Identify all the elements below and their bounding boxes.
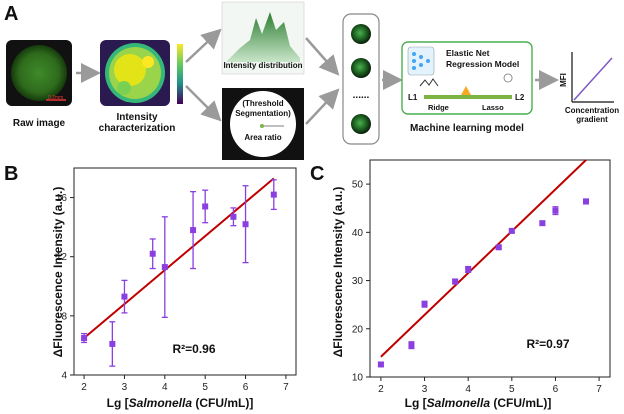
panel-b-label: B xyxy=(4,163,18,185)
chart-c-ytick-label-1: 20 xyxy=(352,324,364,335)
chart-b-r2-annotation: R²=0.96 xyxy=(172,342,215,356)
chart-c: 2 3 4 5 6 7 10 20 30 40 50 R²=0.97 xyxy=(352,159,611,395)
panel-a-label: A xyxy=(4,3,18,25)
chart-c-ytick-label-2: 30 xyxy=(352,276,364,287)
chart-c-point-2 xyxy=(421,301,428,308)
intensity-distribution-caption: Intensity distribution xyxy=(223,61,302,70)
sample-well-column xyxy=(342,13,380,145)
conc-label-1: Concentration xyxy=(565,106,619,115)
chart-c-point-5 xyxy=(495,244,502,251)
chart-c-xtick-label-3: 5 xyxy=(509,384,515,395)
well-ellipsis: ...... xyxy=(353,90,370,101)
chart-c-point-0 xyxy=(377,361,384,368)
colorbar xyxy=(177,44,183,104)
l2-label: L2 xyxy=(515,93,525,102)
chart-b-xlabel: Lg [Salmonella (CFU/mL)] xyxy=(107,396,254,410)
intensity-map-image xyxy=(100,40,170,106)
mfi-label: MFI xyxy=(559,73,568,87)
chart-c-point-6 xyxy=(508,227,515,234)
chart-b-ytick-label-3: 16 xyxy=(56,193,68,204)
threshold-caption-2: Segmentation) xyxy=(235,109,291,118)
chart-b-ytick-label-1: 8 xyxy=(61,311,67,322)
chart-b-point-7 xyxy=(230,213,237,220)
chart-c-xlabel: Lg [Salmonella (CFU/mL)] xyxy=(405,396,552,410)
chart-c-point-7 xyxy=(539,220,546,227)
chart-b-point-3 xyxy=(149,250,156,257)
chart-c-ylabel: ΔFluorescence Intensity (a.u.) xyxy=(331,187,345,358)
raw-image-caption: Raw image xyxy=(13,118,66,129)
chart-b-point-9 xyxy=(270,191,277,198)
elastic-net-model-box xyxy=(401,41,533,115)
chart-c-point-9 xyxy=(583,198,589,205)
arrow-to-distribution xyxy=(185,28,222,63)
chart-c-xtick-label-4: 6 xyxy=(553,384,559,395)
intensity-distribution-image xyxy=(221,1,305,75)
chart-c-ytick-label-4: 50 xyxy=(352,180,364,191)
scale-bar-label: 0.2mm xyxy=(48,95,63,101)
chart-b-fit-line xyxy=(83,177,275,339)
model-title-2: Regression Model xyxy=(446,59,519,69)
chart-c-point-3 xyxy=(452,278,459,285)
chart-b-xtick-label-5: 7 xyxy=(283,382,289,393)
chart-c-plot-frame xyxy=(369,159,611,378)
chart-c-fit-line xyxy=(380,159,587,358)
arrow-distribution-to-wells xyxy=(305,37,340,76)
conc-label-2: gradient xyxy=(576,115,608,124)
chart-c-xtick-label-5: 7 xyxy=(596,384,602,395)
chart-b-xtick-label-0: 2 xyxy=(81,382,87,393)
intensity-char-caption-2: characterization xyxy=(99,123,176,134)
chart-b-point-4 xyxy=(161,264,168,271)
chart-b: 2 3 4 5 6 7 4 8 12 16 R²=0.96 xyxy=(56,167,297,393)
threshold-caption-1: (Threshold xyxy=(242,99,283,108)
chart-c-ytick-label-3: 40 xyxy=(352,228,364,239)
chart-b-point-8 xyxy=(242,221,249,228)
chart-b-point-5 xyxy=(190,227,197,234)
lasso-label: Lasso xyxy=(482,103,504,112)
chart-b-plot-frame xyxy=(73,167,297,376)
chart-b-ytick-label-2: 12 xyxy=(56,252,68,263)
chart-b-point-2 xyxy=(121,293,128,300)
chart-c-point-4 xyxy=(465,266,472,273)
l1-label: L1 xyxy=(408,93,418,102)
chart-c-r2-annotation: R²=0.97 xyxy=(526,337,569,351)
chart-c-point-8 xyxy=(552,207,559,214)
raw-image xyxy=(6,40,72,106)
chart-c-xtick-label-2: 4 xyxy=(465,384,471,395)
chart-c-xtick-label-1: 3 xyxy=(422,384,428,395)
chart-b-ytick-label-0: 4 xyxy=(61,371,67,382)
arrow-area-to-wells xyxy=(305,88,340,125)
chart-b-ylabel: ΔFluorescence Intensity (a.u.) xyxy=(51,187,65,358)
model-title-1: Elastic Net xyxy=(446,48,490,58)
chart-b-point-6 xyxy=(202,203,209,210)
intensity-char-caption-1: Intensity xyxy=(116,112,158,123)
chart-b-xtick-label-2: 4 xyxy=(162,382,168,393)
chart-b-point-0 xyxy=(81,335,88,342)
chart-c-xtick-label-0: 2 xyxy=(378,384,384,395)
area-ratio-caption: Area ratio xyxy=(244,133,281,142)
chart-c-point-1 xyxy=(408,342,415,349)
chart-b-xtick-label-3: 5 xyxy=(202,382,208,393)
chart-b-xtick-label-4: 6 xyxy=(243,382,249,393)
ml-model-caption: Machine learning model xyxy=(410,123,524,134)
panel-c-label: C xyxy=(310,163,324,185)
output-mini-graph xyxy=(571,52,614,103)
chart-c-ytick-label-0: 10 xyxy=(352,373,364,384)
area-ratio-image xyxy=(222,88,304,160)
chart-b-point-1 xyxy=(109,340,116,347)
chart-b-xtick-label-1: 3 xyxy=(122,382,128,393)
arrow-to-area-ratio xyxy=(185,85,222,122)
ridge-label: Ridge xyxy=(428,103,449,112)
